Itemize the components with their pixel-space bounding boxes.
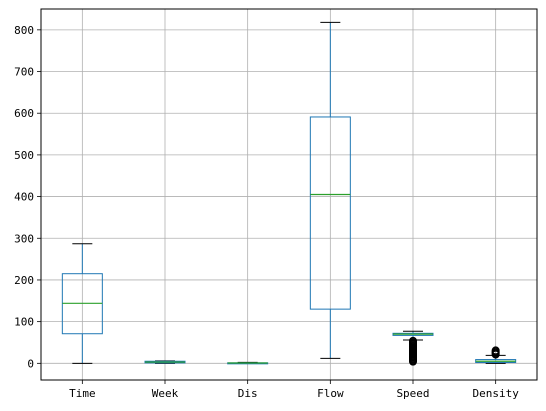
y-tick-label: 600 [14,107,34,120]
x-tick-label: Dis [238,387,258,400]
y-tick-label: 400 [14,191,34,204]
y-tick-label: 200 [14,274,34,287]
box-dis [227,361,269,365]
y-tick-label: 800 [14,24,34,37]
outlier-point [491,346,500,355]
box-density [475,346,517,364]
x-tick-label: Flow [317,387,344,400]
grid-lines [41,9,537,380]
x-tick-label: Time [69,387,96,400]
x-tick-label: Speed [396,387,429,400]
axes-frame [40,8,538,381]
y-tick-label: 700 [14,66,34,79]
box-time [61,243,103,364]
iqr-box [309,116,351,310]
x-tick-label: Density [472,387,519,400]
box-week [144,360,186,364]
axis-ticks: 0 100 200 300 400 500 600 700 800 Time Week Dis Flow… [14,24,519,400]
box-flow [309,21,351,359]
x-tick-label: Week [152,387,179,400]
y-tick-label: 500 [14,149,34,162]
y-tick-label: 100 [14,316,34,329]
outlier-point [409,357,417,366]
y-tick-label: 300 [14,232,34,245]
box-series [61,21,517,366]
box-speed [392,330,434,366]
y-tick-label: 0 [27,357,34,370]
